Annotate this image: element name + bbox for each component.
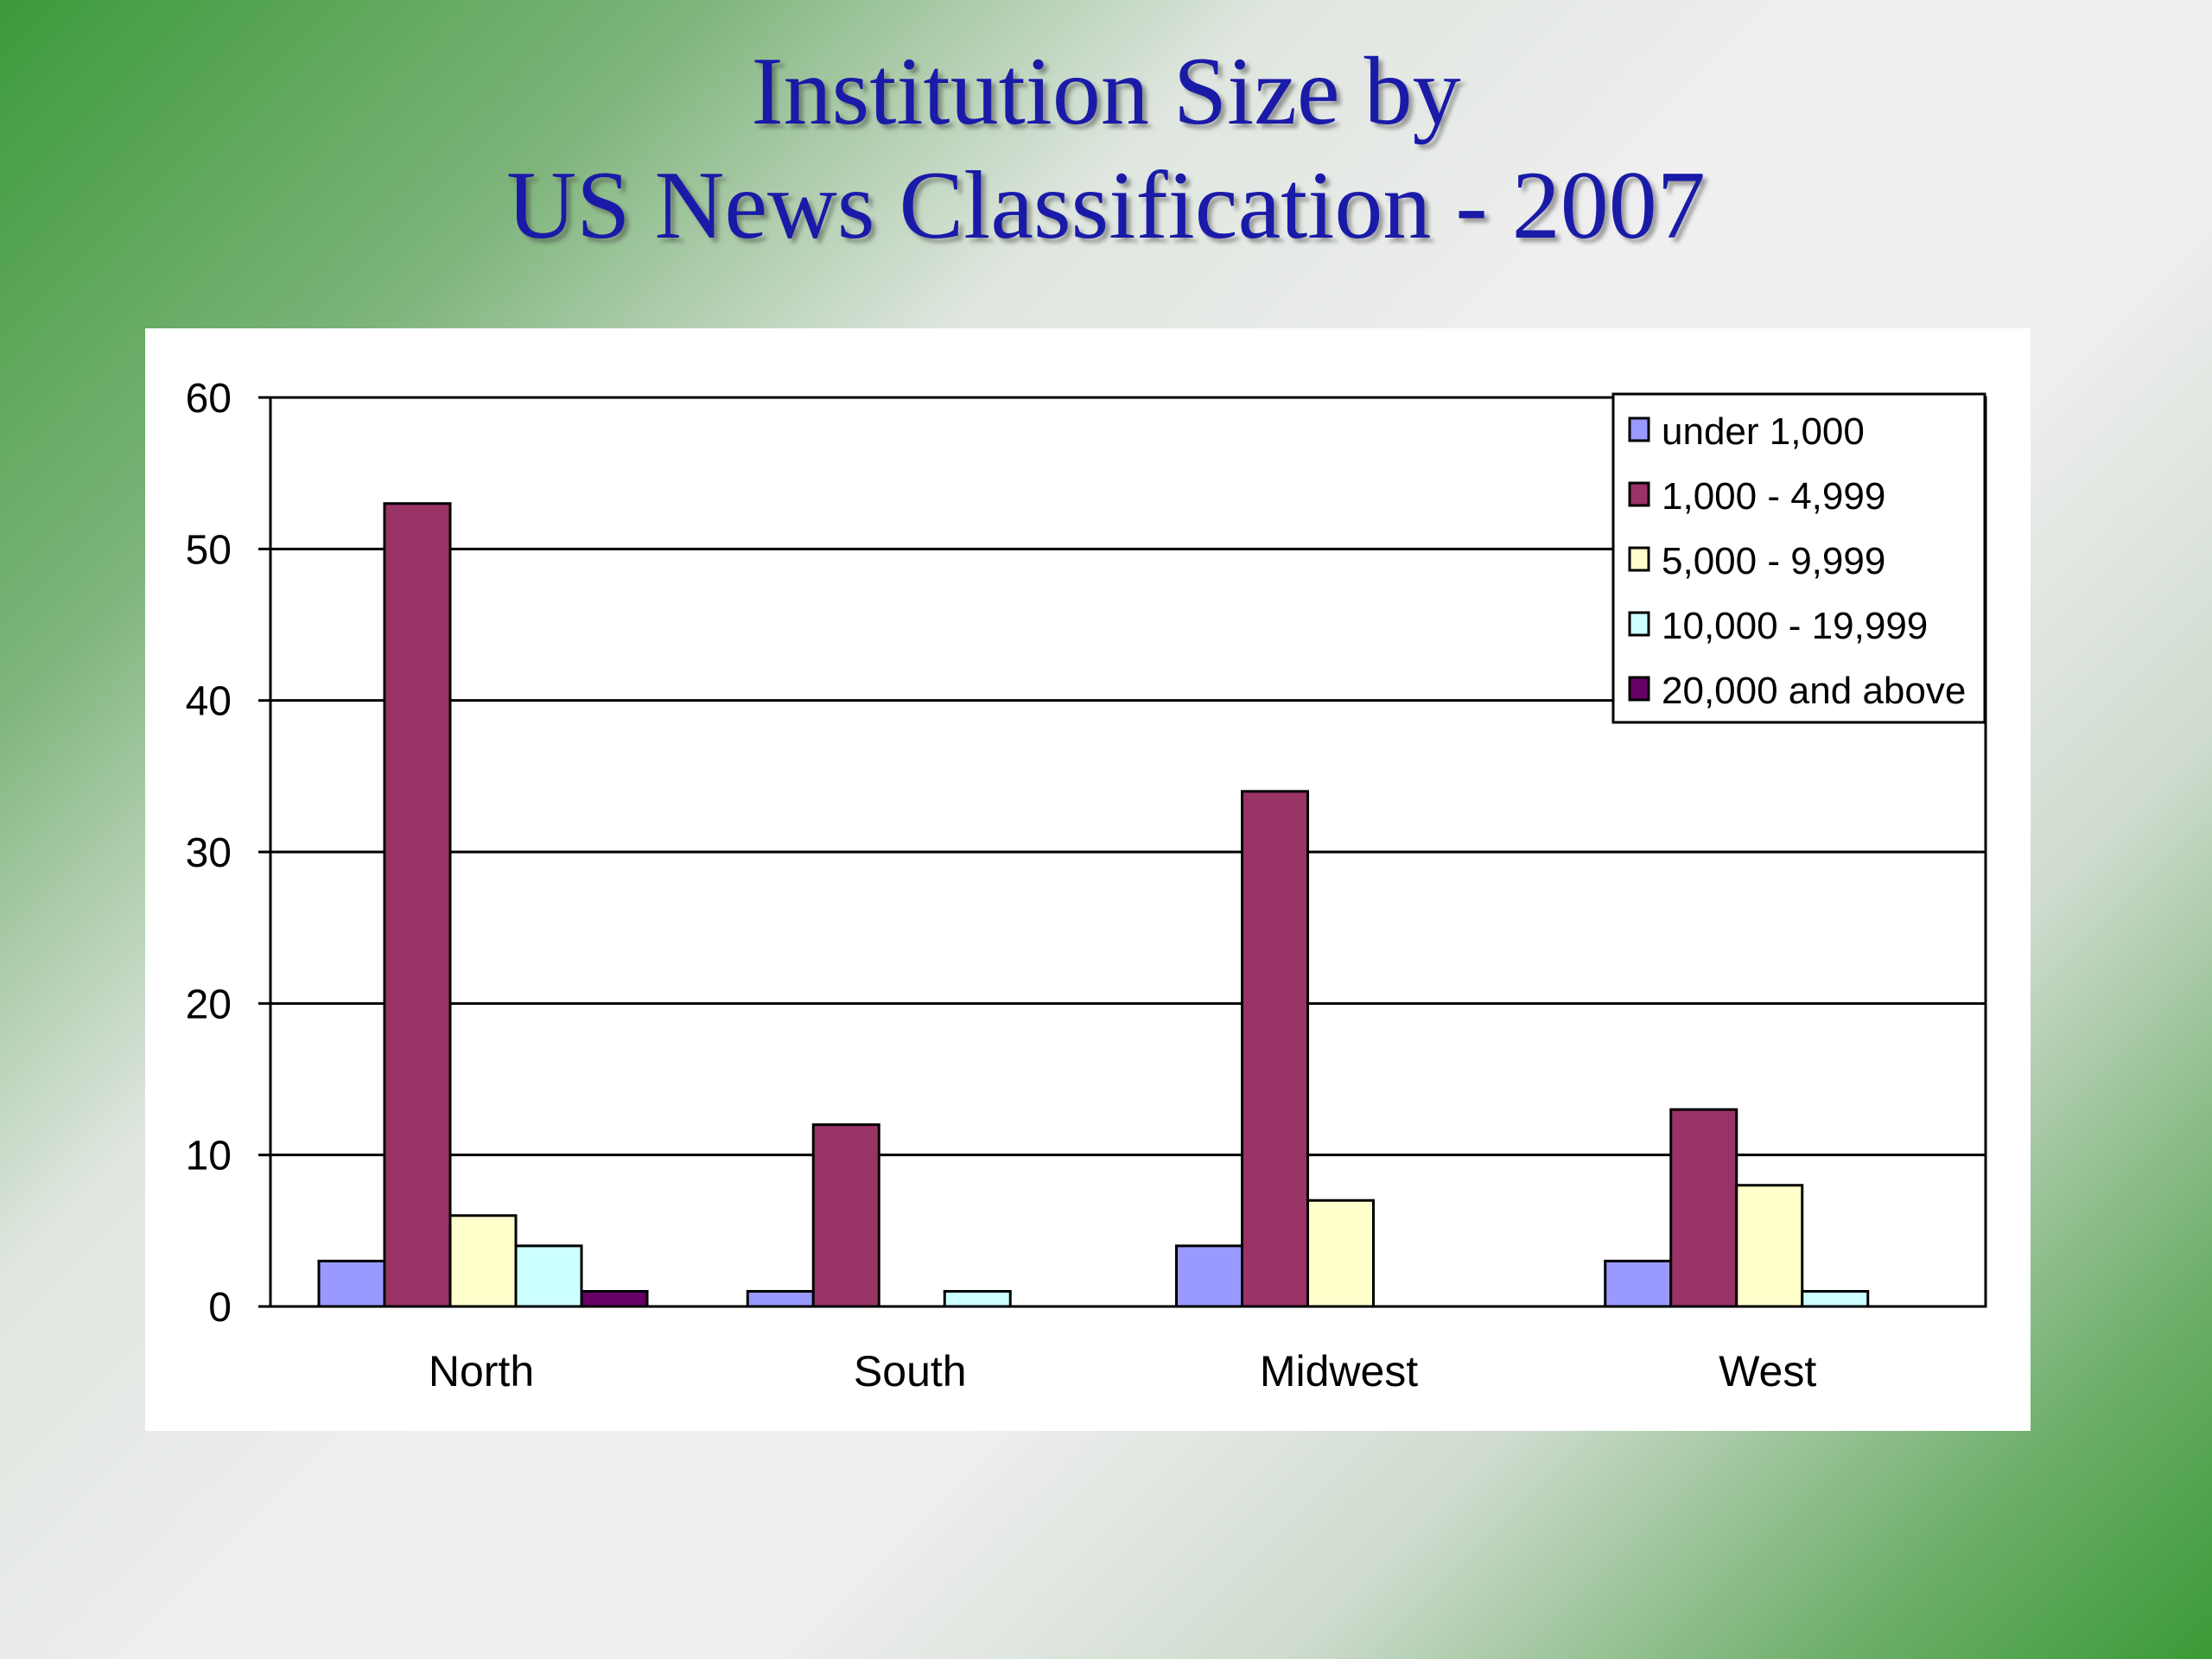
slide-title-line-2: US News Classification - 2007 (506, 152, 1706, 259)
legend: under 1,000 1,000 - 4,999 5,000 - 9,999 10,… (1611, 392, 1986, 724)
x-category-label: North (429, 1347, 534, 1395)
bars (317, 502, 1870, 1308)
slide-title: Institution Size by US News Classificati… (0, 35, 2212, 263)
legend-label: under 1,000 (1662, 410, 1865, 453)
bar-midwest-series-2 (1241, 790, 1309, 1308)
axes: 0 10 20 30 40 50 60 North South Midwest West (186, 376, 1987, 1395)
y-tick-label: 30 (186, 830, 232, 876)
bar-north-series-2 (383, 502, 452, 1308)
legend-swatch (1628, 611, 1650, 637)
bar-south-series-4 (943, 1289, 1012, 1308)
legend-swatch (1628, 546, 1650, 572)
legend-box (1611, 392, 1986, 724)
bar-chart: 0 10 20 30 40 50 60 North South Midwest West under… (186, 376, 1987, 1395)
x-category-label: Midwest (1260, 1347, 1418, 1395)
legend-label: 5,000 - 9,999 (1662, 540, 1885, 582)
bar-west-series-1 (1604, 1259, 1673, 1308)
bar-midwest-series-3 (1306, 1198, 1375, 1308)
legend-label: 1,000 - 4,999 (1662, 475, 1885, 518)
legend-swatch (1628, 481, 1650, 507)
legend-label: 10,000 - 19,999 (1662, 605, 1928, 647)
y-tick-label: 20 (186, 982, 232, 1027)
bar-south-series-2 (811, 1123, 880, 1308)
bar-north-series-4 (514, 1244, 583, 1308)
y-tick-label: 40 (186, 679, 232, 725)
bar-west-series-4 (1801, 1289, 1870, 1308)
bar-south-series-1 (746, 1289, 815, 1308)
slide-title-line-1: Institution Size by (751, 38, 1461, 145)
legend-swatch (1628, 416, 1650, 442)
bar-north-series-3 (448, 1214, 518, 1308)
x-category-label: West (1719, 1347, 1816, 1395)
bar-north-series-1 (317, 1259, 386, 1308)
bar-north-series-5 (580, 1289, 649, 1308)
plot-area-border (269, 396, 1987, 1308)
bar-west-series-2 (1669, 1108, 1738, 1308)
legend-label: 20,000 and above (1662, 670, 1966, 712)
bar-midwest-series-1 (1175, 1244, 1243, 1308)
chart-panel: 0 10 20 30 40 50 60 North South Midwest West under… (145, 328, 2031, 1431)
y-tick-label: 60 (186, 376, 232, 422)
y-tick-label: 50 (186, 527, 232, 573)
y-tick-label: 10 (186, 1134, 232, 1179)
y-tick-label: 0 (208, 1285, 232, 1331)
legend-swatch (1628, 676, 1650, 702)
bar-west-series-3 (1735, 1184, 1804, 1308)
x-category-label: South (854, 1347, 967, 1395)
